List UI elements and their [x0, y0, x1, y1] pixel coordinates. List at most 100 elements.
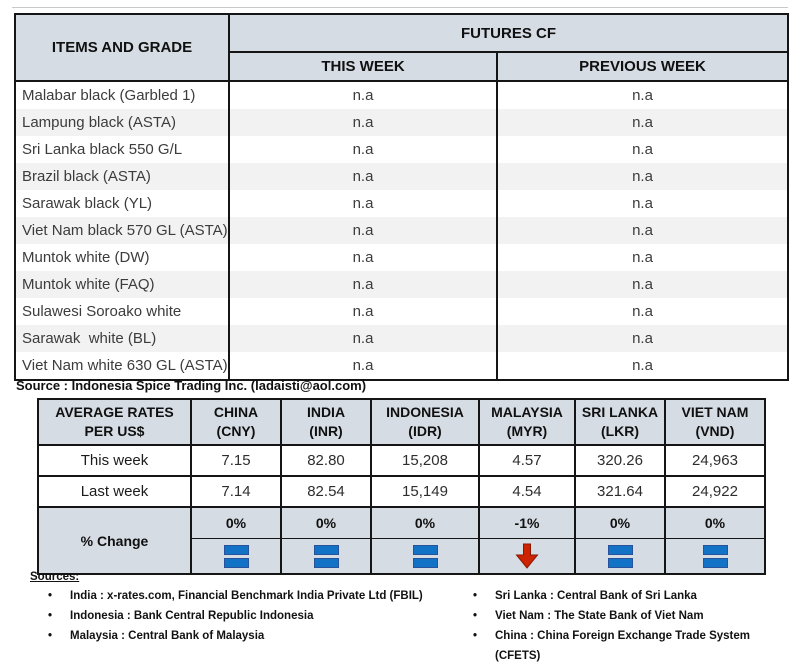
pct-change-label: % Change — [37, 506, 192, 575]
list-item: • Malaysia : Central Bank of Malaysia — [30, 626, 455, 646]
equal-trend-icon — [223, 544, 249, 568]
table-row: Sarawak white (BL) n.a n.a — [14, 325, 789, 352]
table-row: Sarawak black (YL) n.a n.a — [14, 190, 789, 217]
futures-cf-table: ITEMS AND GRADE FUTURES CF THIS WEEK PRE… — [14, 13, 789, 381]
bullet-icon: • — [472, 590, 478, 602]
equal-trend-icon — [313, 544, 339, 568]
previous-week-value: n.a — [496, 352, 789, 380]
this-week-value: n.a — [228, 217, 498, 244]
last-week-row: Last week 7.14 82.54 15,149 4.54 321.64 … — [37, 475, 766, 508]
this-week-value: n.a — [228, 190, 498, 217]
this-week-value: n.a — [228, 244, 498, 271]
this-week-header: THIS WEEK — [228, 51, 498, 82]
item-name: Muntok white (DW) — [14, 244, 230, 271]
item-name: Sarawak white (BL) — [14, 325, 230, 352]
item-name: Viet Nam white 630 GL (ASTA) — [14, 352, 230, 380]
rate-value: 15,149 — [370, 475, 480, 508]
table-row: Viet Nam black 570 GL (ASTA) n.a n.a — [14, 217, 789, 244]
list-item: • Viet Nam : The State Bank of Viet Nam — [455, 606, 770, 626]
rate-value: 24,963 — [664, 444, 766, 477]
table-row: Lampung black (ASTA) n.a n.a — [14, 109, 789, 136]
column-header-sri-lanka: SRI LANKA (LKR) — [574, 398, 666, 446]
this-week-value: n.a — [228, 298, 498, 325]
sources-left-column: • India : x-rates.com, Financial Benchmar… — [30, 586, 455, 666]
equal-trend-icon — [412, 544, 438, 568]
rate-value: 15,208 — [370, 444, 480, 477]
equal-trend-icon — [702, 544, 728, 568]
source-note: Source : Indonesia Spice Trading Inc. (l… — [16, 378, 367, 393]
list-item: • India : x-rates.com, Financial Benchmar… — [30, 586, 455, 606]
item-name: Malabar black (Garbled 1) — [14, 81, 230, 109]
column-header-indonesia: INDONESIA (IDR) — [370, 398, 480, 446]
bullet-icon: • — [47, 590, 53, 602]
rate-value: 7.14 — [190, 475, 282, 508]
bullet-icon: • — [47, 630, 53, 642]
row-label: Last week — [37, 475, 192, 508]
rate-value: 24,922 — [664, 475, 766, 508]
rate-value: 4.57 — [478, 444, 576, 477]
trend-cell — [478, 538, 576, 575]
this-week-value: n.a — [228, 325, 498, 352]
item-name: Lampung black (ASTA) — [14, 109, 230, 136]
list-item: • Indonesia : Bank Central Republic Indon… — [30, 606, 455, 626]
trend-cell — [280, 538, 372, 575]
previous-week-value: n.a — [496, 325, 789, 352]
column-header-china: CHINA (CNY) — [190, 398, 282, 446]
item-name: Sulawesi Soroako white — [14, 298, 230, 325]
trend-icons-row — [38, 538, 766, 575]
previous-week-value: n.a — [496, 163, 789, 190]
this-week-value: n.a — [228, 163, 498, 190]
down-arrow-icon — [515, 543, 539, 569]
bullet-icon: • — [47, 610, 53, 622]
table-row: Viet Nam white 630 GL (ASTA) n.a n.a — [14, 352, 789, 380]
pct-change-value: 0% — [574, 506, 666, 539]
this-week-value: n.a — [228, 109, 498, 136]
rate-value: 82.54 — [280, 475, 372, 508]
table-row: Sri Lanka black 550 G/L n.a n.a — [14, 136, 789, 163]
trend-cell — [664, 538, 766, 575]
previous-week-value: n.a — [496, 271, 789, 298]
trend-cell — [370, 538, 480, 575]
rate-value: 320.26 — [574, 444, 666, 477]
sources-title: Sources: — [30, 571, 80, 583]
sources-section: Sources: • India : x-rates.com, Financial… — [30, 571, 775, 666]
average-rates-table: AVERAGE RATES PER US$ CHINA (CNY) INDIA (I… — [37, 398, 766, 575]
list-item: • Sri Lanka : Central Bank of Sri Lanka — [455, 586, 770, 606]
bullet-icon: • — [472, 610, 478, 622]
futures-cf-header: FUTURES CF — [228, 13, 789, 53]
table-row: Muntok white (DW) n.a n.a — [14, 244, 789, 271]
rate-value: 7.15 — [190, 444, 282, 477]
pct-change-value: 0% — [280, 506, 372, 539]
average-rates-header-line1: AVERAGE RATES — [55, 404, 174, 421]
table-row: Brazil black (ASTA) n.a n.a — [14, 163, 789, 190]
trend-cell — [190, 538, 282, 575]
column-header-viet-nam: VIET NAM (VND) — [664, 398, 766, 446]
table-row: Sulawesi Soroako white n.a n.a — [14, 298, 789, 325]
pct-change-row: % Change 0% 0% 0% -1% 0% 0% — [37, 506, 766, 575]
item-name: Brazil black (ASTA) — [14, 163, 230, 190]
pct-change-value: -1% — [478, 506, 576, 539]
this-week-row: This week 7.15 82.80 15,208 4.57 320.26 … — [37, 444, 766, 477]
previous-week-value: n.a — [496, 190, 789, 217]
previous-week-value: n.a — [496, 298, 789, 325]
this-week-value: n.a — [228, 136, 498, 163]
items-and-grade-header: ITEMS AND GRADE — [14, 13, 230, 82]
previous-week-value: n.a — [496, 244, 789, 271]
previous-week-value: n.a — [496, 109, 789, 136]
previous-week-header: PREVIOUS WEEK — [496, 51, 789, 82]
rate-value: 82.80 — [280, 444, 372, 477]
list-item: • China : China Foreign Exchange Trade Sy… — [455, 626, 770, 666]
column-header-malaysia: MALAYSIA (MYR) — [478, 398, 576, 446]
pct-change-value: 0% — [370, 506, 480, 539]
this-week-value: n.a — [228, 81, 498, 109]
rate-value: 321.64 — [574, 475, 666, 508]
average-rates-header: AVERAGE RATES PER US$ — [37, 398, 192, 446]
this-week-value: n.a — [228, 271, 498, 298]
pct-change-value: 0% — [190, 506, 282, 539]
trend-cell — [574, 538, 666, 575]
average-rates-header-line2: PER US$ — [84, 423, 145, 439]
page-top-divider — [12, 7, 788, 8]
item-name: Muntok white (FAQ) — [14, 271, 230, 298]
sources-right-column: • Sri Lanka : Central Bank of Sri Lanka •… — [455, 586, 770, 666]
row-label: This week — [37, 444, 192, 477]
